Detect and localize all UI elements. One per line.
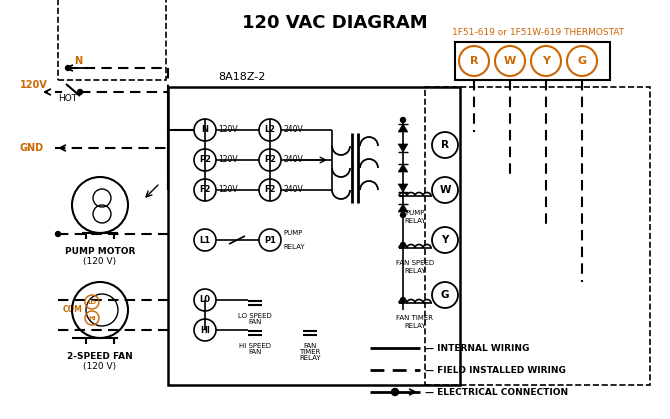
Text: HI: HI [88,316,96,321]
Text: L0: L0 [200,295,210,305]
Text: FAN: FAN [249,349,262,355]
Text: LO SPEED: LO SPEED [238,313,272,319]
Text: GND: GND [20,143,44,153]
Text: RELAY: RELAY [283,244,305,250]
Text: P2: P2 [199,155,211,165]
Text: TIMER: TIMER [299,349,321,355]
Circle shape [401,243,405,248]
Text: (120 V): (120 V) [84,257,117,266]
Text: 240V: 240V [283,126,303,134]
Text: FAN TIMER: FAN TIMER [397,315,433,321]
Text: 240V: 240V [283,155,303,165]
Circle shape [401,297,405,303]
Text: HI SPEED: HI SPEED [239,343,271,349]
Text: N: N [202,126,208,134]
Polygon shape [398,144,408,152]
Text: 120V: 120V [218,126,238,134]
Polygon shape [398,204,408,212]
Text: 120 VAC DIAGRAM: 120 VAC DIAGRAM [242,14,428,32]
Text: FAN: FAN [304,343,317,349]
Text: 8A18Z-2: 8A18Z-2 [218,72,265,82]
Circle shape [78,90,82,95]
Bar [58,0,166,80]
Bar [168,87,460,385]
Text: — INTERNAL WIRING: — INTERNAL WIRING [425,344,529,352]
Text: W: W [504,56,516,66]
Text: LO: LO [88,300,96,305]
Text: F2: F2 [199,186,211,194]
Polygon shape [398,124,408,132]
Text: N: N [74,56,82,66]
Text: G: G [578,56,586,66]
Text: — FIELD INSTALLED WIRING: — FIELD INSTALLED WIRING [425,365,566,375]
Text: R: R [441,140,449,150]
Circle shape [56,232,60,236]
Text: HI: HI [200,326,210,334]
Text: FAN: FAN [249,319,262,325]
Text: 2-SPEED FAN: 2-SPEED FAN [67,352,133,361]
Text: RELAY: RELAY [404,323,426,329]
Text: PUMP: PUMP [405,210,425,216]
Polygon shape [398,164,408,172]
Text: HOT: HOT [58,94,78,103]
Circle shape [391,388,399,396]
Text: Y: Y [542,56,550,66]
Text: RELAY: RELAY [299,355,321,361]
Text: W: W [440,185,451,195]
Text: P2: P2 [264,155,276,165]
Text: RELAY: RELAY [404,218,426,224]
Text: 120V: 120V [218,186,238,194]
Polygon shape [398,184,408,192]
Text: L2: L2 [265,126,275,134]
Circle shape [401,212,405,217]
Text: 120V: 120V [218,155,238,165]
Text: RELAY: RELAY [404,268,426,274]
Circle shape [66,65,70,70]
Text: Y: Y [442,235,449,245]
Text: — ELECTRICAL CONNECTION: — ELECTRICAL CONNECTION [425,388,568,396]
Text: F2: F2 [264,186,276,194]
Text: (120 V): (120 V) [84,362,117,371]
Text: P1: P1 [264,235,276,245]
Text: COM: COM [63,305,83,315]
Bar [425,87,650,385]
Text: 240V: 240V [283,186,303,194]
Text: G: G [441,290,450,300]
Text: R: R [470,56,478,66]
Circle shape [401,117,405,122]
Text: PUMP: PUMP [283,230,302,236]
Text: 1F51-619 or 1F51W-619 THERMOSTAT: 1F51-619 or 1F51W-619 THERMOSTAT [452,28,624,37]
Text: L1: L1 [200,235,210,245]
Text: FAN SPEED: FAN SPEED [396,260,434,266]
Text: PUMP MOTOR: PUMP MOTOR [65,247,135,256]
Bar [455,42,610,80]
Text: 120V: 120V [20,80,48,90]
